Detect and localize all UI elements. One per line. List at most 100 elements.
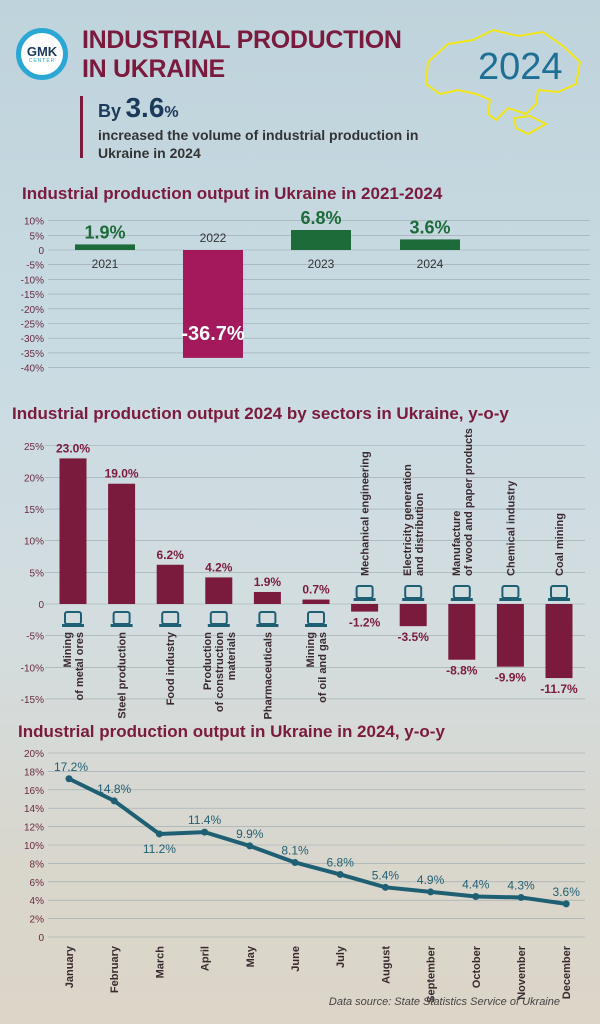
y-tick-label: 14% — [24, 804, 44, 815]
mining-icon — [62, 611, 84, 627]
highlight-prefix: By — [98, 101, 122, 121]
x-tick-label: July — [335, 945, 347, 968]
icon-base — [62, 624, 84, 627]
category-label: of construction — [214, 632, 226, 712]
bar-production-of-construction-materials — [205, 577, 233, 604]
chart3-title: Industrial production output in Ukraine … — [18, 722, 445, 741]
y-tick-label: -10% — [21, 663, 44, 674]
y-tick-label: 2% — [30, 915, 45, 926]
category-label: Food industry — [165, 631, 177, 705]
category-label: Steel production — [117, 632, 129, 719]
page-title: INDUSTRIAL PRODUCTION IN UKRAINE — [82, 26, 402, 84]
data-label: 11.4% — [188, 813, 221, 827]
coal-cart-icon — [548, 585, 570, 601]
y-tick-label: 0 — [38, 933, 44, 944]
bar-mining-of-oil-and-gas — [302, 599, 330, 604]
bar-manufacture-of-wood-and-paper-products — [448, 604, 476, 660]
chart2-title: Industrial production output 2024 by sec… — [12, 404, 509, 423]
pills-icon — [256, 611, 279, 627]
data-point-january — [65, 775, 73, 783]
data-label: 0.7% — [302, 583, 330, 597]
data-label: -36.7% — [181, 323, 245, 345]
bar-chemical-industry — [496, 604, 524, 667]
data-label: 4.9% — [417, 873, 445, 887]
title-line-2: IN UKRAINE — [82, 55, 225, 83]
data-label: 6.2% — [157, 548, 185, 562]
category-label: Electricity generation — [402, 464, 414, 576]
data-point-april — [201, 828, 209, 836]
x-tick-label: November — [516, 945, 528, 1000]
data-label: 5.4% — [372, 868, 400, 882]
power-tower-icon — [402, 585, 425, 601]
icon-base — [159, 624, 182, 627]
icon-base — [499, 598, 522, 601]
data-label: -1.2% — [349, 616, 381, 630]
y-tick-label: 10% — [24, 537, 44, 548]
series-line — [68, 776, 567, 906]
category-label: 2024 — [417, 257, 444, 271]
category-label: Chemical industry — [505, 480, 517, 576]
bar-pharmaceuticals — [253, 591, 281, 604]
y-tick-label: -40% — [21, 364, 44, 375]
bricks-icon — [207, 611, 230, 627]
data-label: -8.8% — [446, 664, 478, 678]
y-tick-label: 5% — [30, 231, 45, 242]
category-label: of wood and paper products — [463, 428, 475, 576]
accent-divider — [80, 96, 83, 158]
category-label: Production — [202, 632, 214, 690]
category-label: materials — [226, 632, 238, 680]
icon-base — [548, 598, 570, 601]
bar-2022 — [183, 250, 243, 358]
flask-icon — [499, 585, 522, 601]
y-tick-label: 12% — [24, 823, 44, 834]
chart1-title: Industrial production output in Ukraine … — [22, 184, 443, 203]
data-label: 3.6% — [553, 885, 581, 899]
data-label: 4.4% — [462, 878, 490, 892]
y-tick-label: 15% — [24, 505, 44, 516]
data-label: 9.9% — [236, 827, 264, 841]
bar-electricity-generation-and-distribution — [399, 604, 427, 627]
logo-subtext: CENTER — [28, 57, 56, 64]
paper-roll-icon — [450, 585, 473, 601]
y-tick-label: 16% — [24, 786, 44, 797]
data-label: 3.6% — [409, 217, 450, 237]
y-tick-label: 5% — [30, 568, 45, 579]
icon-base — [450, 598, 473, 601]
y-tick-label: 0 — [38, 246, 44, 257]
y-tick-label: 10% — [24, 217, 44, 228]
data-label: 11.2% — [143, 842, 176, 856]
highlight-stat: By 3.6% — [98, 92, 179, 124]
data-point-november — [517, 893, 525, 901]
category-label: Mechanical engineering — [360, 451, 372, 576]
y-tick-label: 10% — [24, 841, 44, 852]
data-label: -3.5% — [398, 630, 430, 644]
x-tick-label: May — [245, 945, 257, 967]
y-tick-label: -20% — [21, 305, 44, 316]
icon-base — [402, 598, 425, 601]
category-label: of metal ores — [74, 632, 86, 700]
category-label: Pharmaceuticals — [262, 632, 274, 719]
y-tick-label: -15% — [21, 695, 44, 706]
bar-2024 — [400, 239, 460, 250]
category-label: Mining — [305, 632, 317, 667]
y-tick-label: 18% — [24, 767, 44, 778]
category-label: and distribution — [414, 493, 426, 576]
icon-base — [256, 624, 279, 627]
y-tick-label: -15% — [21, 290, 44, 301]
x-tick-label: March — [154, 946, 166, 979]
data-label: 1.9% — [84, 222, 125, 242]
data-label: 14.8% — [97, 782, 131, 796]
data-label: 1.9% — [254, 575, 282, 589]
y-tick-label: -5% — [26, 261, 44, 272]
bar-2021 — [75, 244, 135, 250]
y-tick-label: -30% — [21, 334, 44, 345]
x-tick-label: August — [380, 946, 392, 984]
bar-food-industry — [156, 564, 184, 604]
category-label: Mining — [62, 632, 74, 667]
bar-mining-of-metal-ores — [59, 458, 87, 604]
bar-mechanical-engineering — [351, 604, 379, 612]
data-point-july — [336, 870, 344, 878]
